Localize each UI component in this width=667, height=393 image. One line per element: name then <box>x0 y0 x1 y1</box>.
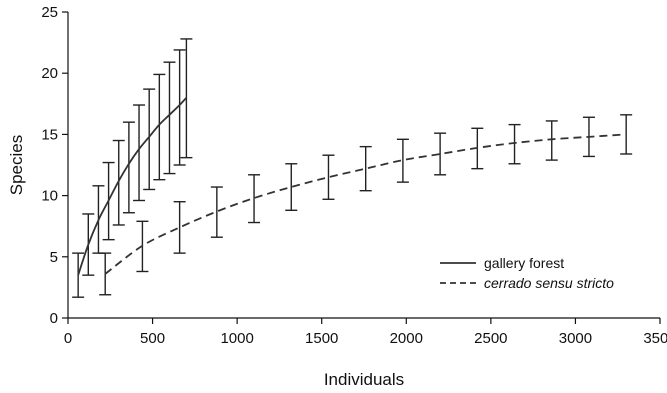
legend-label-cerrado: cerrado sensu stricto <box>484 275 614 291</box>
x-tick-label: 2000 <box>390 330 423 347</box>
legend-label-gallery-forest: gallery forest <box>484 255 564 271</box>
series-1 <box>99 114 633 296</box>
x-tick-label: 500 <box>140 330 165 347</box>
x-tick-label: 2500 <box>474 330 507 347</box>
y-ticks: 0 5 10 15 20 25 <box>41 4 68 327</box>
series-0 <box>72 38 193 298</box>
series <box>72 38 633 298</box>
x-tick-label: 1500 <box>305 330 338 347</box>
y-tick-label: 20 <box>41 65 58 82</box>
y-tick-label: 10 <box>41 188 58 205</box>
series-line <box>77 97 188 276</box>
x-tick-label: 3000 <box>559 330 592 347</box>
legend: gallery forest cerrado sensu stricto <box>440 255 614 291</box>
y-tick-label: 0 <box>50 310 58 327</box>
x-tick-label: 0 <box>64 330 72 347</box>
series-line <box>104 133 627 275</box>
x-axis-title: Individuals <box>324 370 404 389</box>
y-axis-title: Species <box>7 135 26 195</box>
y-tick-label: 5 <box>50 249 58 266</box>
y-tick-label: 25 <box>41 4 58 21</box>
x-tick-label: 1000 <box>220 330 253 347</box>
y-tick-label: 15 <box>41 126 58 143</box>
